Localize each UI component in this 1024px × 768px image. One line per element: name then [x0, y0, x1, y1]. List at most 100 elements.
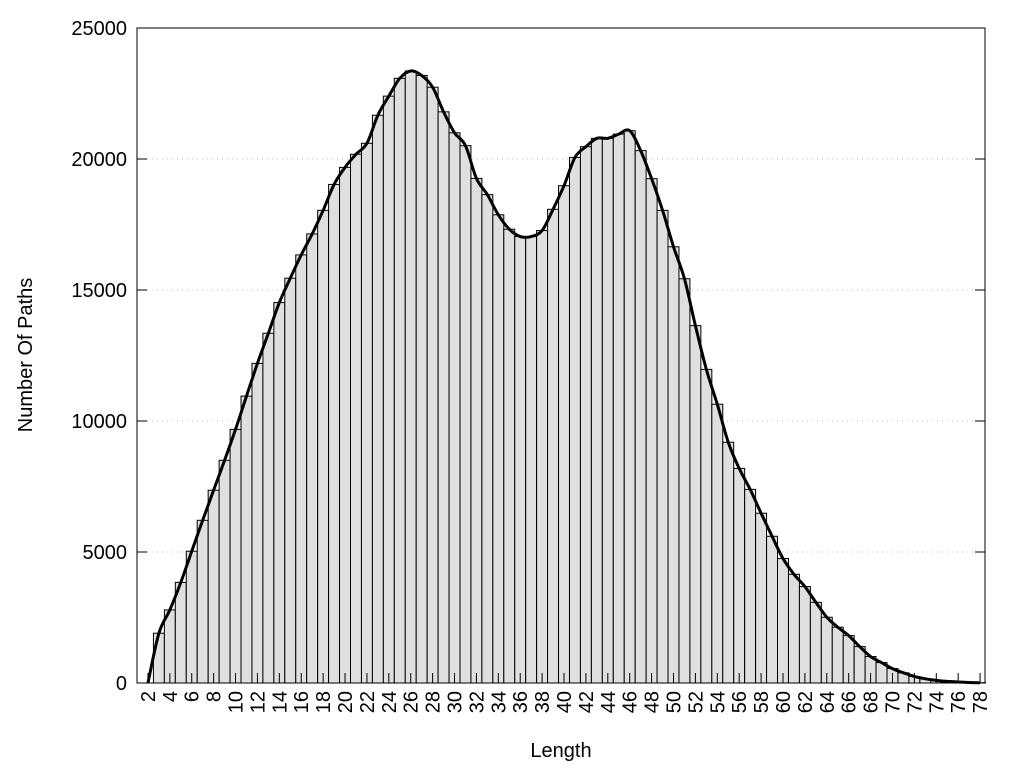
bar [371, 114, 384, 684]
bar [809, 601, 822, 684]
x-tick-label: 62 [795, 691, 817, 713]
y-tick-label: 20000 [71, 149, 127, 171]
bar [711, 403, 724, 684]
x-tick-label: 36 [510, 691, 532, 713]
bar [700, 368, 713, 684]
x-tick-label: 40 [554, 691, 576, 713]
bar [328, 183, 341, 684]
bar [831, 626, 844, 684]
x-tick-label: 18 [313, 691, 335, 713]
x-tick-label: 60 [773, 691, 795, 713]
bar [503, 228, 516, 684]
x-tick-label: 26 [401, 691, 423, 713]
bar [251, 362, 264, 684]
bar [306, 233, 319, 684]
bar [295, 254, 308, 684]
bar [492, 214, 505, 684]
x-tick-label: 2 [138, 691, 160, 702]
bar [273, 302, 286, 684]
x-axis-label: Length [530, 740, 591, 762]
bar [667, 246, 680, 684]
bar [733, 467, 746, 684]
x-tick-label: 66 [839, 691, 861, 713]
x-tick-label: 74 [926, 691, 948, 713]
x-tick-label: 44 [598, 691, 620, 713]
y-tick-label: 15000 [71, 280, 127, 302]
x-tick-label: 4 [160, 691, 182, 702]
bar [240, 395, 253, 684]
x-tick-label: 38 [532, 691, 554, 713]
bar [744, 488, 757, 684]
x-ticks: 2 4 6 8 10 12 14 16 18 20 22 24 26 28 30 32 34 36 38 40 42 44… [138, 673, 992, 713]
x-tick-label: 10 [226, 691, 248, 713]
bar [163, 609, 176, 684]
bar [601, 137, 614, 684]
bar [547, 208, 560, 684]
bar [579, 146, 592, 684]
x-tick-label: 16 [291, 691, 313, 713]
plot-frame [136, 27, 986, 684]
x-tick-label: 50 [664, 691, 686, 713]
bar [722, 441, 735, 684]
bar [656, 209, 669, 684]
x-tick-label: 42 [576, 691, 598, 713]
bar [350, 153, 362, 684]
y-tick-label: 0 [116, 673, 127, 695]
x-tick-label: 28 [423, 691, 445, 713]
x-tick-label: 54 [707, 691, 729, 713]
bar [382, 95, 395, 684]
y-axis-label: Number Of Paths [15, 278, 37, 433]
bar [218, 459, 231, 684]
bar [360, 142, 373, 684]
x-tick-label: 6 [182, 691, 204, 702]
y-tick-label: 25000 [71, 18, 127, 40]
bar [645, 178, 658, 684]
x-tick-label: 76 [948, 691, 970, 713]
x-tick-label: 78 [970, 691, 992, 713]
bar [229, 428, 242, 684]
x-tick-label: 30 [445, 691, 467, 713]
smooth-curve [146, 69, 981, 685]
bar [777, 558, 789, 684]
bar [689, 325, 702, 684]
bar [262, 332, 275, 684]
bar [798, 586, 811, 684]
bar [196, 519, 209, 684]
x-tick-label: 32 [466, 691, 488, 713]
bar [678, 278, 691, 684]
bar [459, 145, 472, 684]
x-tick-label: 12 [247, 691, 269, 713]
bar [612, 133, 625, 684]
x-tick-label: 68 [861, 691, 883, 713]
bar [568, 156, 581, 684]
x-tick-label: 58 [751, 691, 773, 713]
x-tick-label: 34 [488, 691, 510, 713]
bar [404, 70, 417, 684]
x-tick-label: 64 [817, 691, 839, 713]
bar [284, 277, 297, 684]
bar [317, 209, 330, 684]
x-tick-label: 46 [620, 691, 642, 713]
bar [174, 581, 187, 684]
bar [426, 86, 439, 684]
bar [590, 137, 603, 684]
x-tick-label: 72 [904, 691, 926, 713]
bar [525, 236, 538, 684]
x-tick-label: 48 [642, 691, 664, 713]
x-tick-label: 14 [269, 691, 291, 713]
bar [634, 150, 647, 684]
bar [766, 535, 779, 684]
bar [393, 77, 406, 684]
y-ticks: 0 5000 10000 15000 20000 25000 [71, 18, 985, 695]
x-tick-label: 52 [685, 691, 707, 713]
bar [185, 550, 198, 684]
x-tick-label: 56 [729, 691, 751, 713]
bar [470, 177, 483, 684]
x-tick-label: 8 [204, 691, 226, 702]
bar [623, 130, 636, 684]
x-tick-label: 20 [335, 691, 357, 713]
x-tick-label: 70 [882, 691, 904, 713]
bar [536, 230, 549, 684]
bar [558, 185, 570, 684]
